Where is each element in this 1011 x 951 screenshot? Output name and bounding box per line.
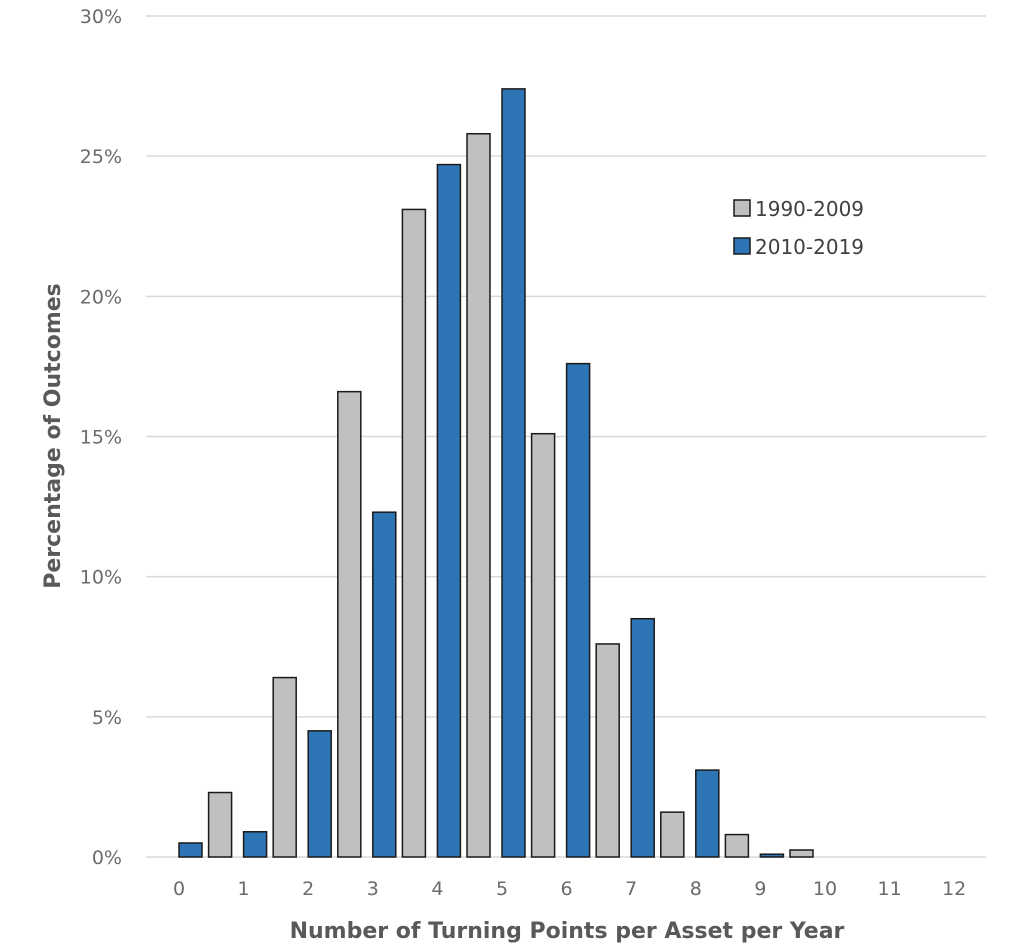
x-tick-label: 9: [754, 878, 766, 900]
bar-1990-2009-1: [207, 791, 233, 858]
x-tick-label: 6: [561, 878, 573, 900]
y-tick-label: 5%: [92, 707, 122, 729]
legend: 1990-2009 2010-2019: [733, 197, 864, 259]
bar-2010-2019-9: [759, 853, 785, 858]
bar-1990-2009-6: [530, 432, 556, 858]
bars: [178, 88, 814, 858]
bar-2010-2019-1: [242, 831, 268, 858]
x-tick-label: 2: [302, 878, 314, 900]
x-tick-label: 0: [173, 878, 185, 900]
bar-1990-2009-10: [789, 849, 814, 858]
bar-1990-2009-2: [272, 676, 297, 858]
y-tick-label: 30%: [80, 6, 122, 28]
bar-2010-2019-4: [436, 163, 462, 858]
bar-2010-2019-0: [178, 842, 203, 858]
y-tick-label: 0%: [92, 847, 122, 869]
bar-2010-2019-7: [630, 617, 655, 858]
x-tick-label: 4: [431, 878, 443, 900]
x-tick-label: 8: [690, 878, 702, 900]
bar-2010-2019-3: [372, 511, 397, 858]
x-tick-label: 3: [367, 878, 379, 900]
bar-2010-2019-6: [565, 362, 591, 858]
y-tick-label: 20%: [80, 286, 122, 308]
y-tick-label: 10%: [80, 567, 122, 589]
bar-2010-2019-5: [501, 88, 526, 858]
y-axis-ticks: 0% 5% 10% 15% 20% 25% 30%: [80, 6, 122, 869]
x-tick-label: 5: [496, 878, 508, 900]
x-axis-label: Number of Turning Points per Asset per Y…: [290, 919, 845, 944]
x-axis-ticks: 0 1 2 3 4 5 6 7 8 9 10 11 12: [173, 878, 966, 900]
bar-1990-2009-4: [401, 208, 427, 858]
bar-2010-2019-2: [307, 730, 332, 858]
x-tick-label: 7: [625, 878, 637, 900]
legend-label: 2010-2019: [755, 235, 864, 259]
bar-1990-2009-7: [595, 643, 620, 858]
bar-1990-2009-8: [660, 811, 685, 858]
bar-1990-2009-3: [337, 390, 362, 858]
bar-1990-2009-5: [466, 132, 491, 858]
bar-2010-2019-8: [695, 769, 720, 858]
legend-label: 1990-2009: [755, 197, 864, 221]
x-tick-label: 1: [238, 878, 250, 900]
x-tick-label: 10: [813, 878, 837, 900]
x-tick-label: 12: [942, 878, 966, 900]
y-tick-label: 15%: [80, 427, 122, 449]
y-tick-label: 25%: [80, 146, 122, 168]
legend-swatch: [733, 199, 751, 217]
y-axis-label: Percentage of Outcomes: [41, 283, 66, 589]
legend-swatch: [733, 237, 751, 255]
x-tick-label: 11: [878, 878, 902, 900]
bar-1990-2009-9: [724, 833, 750, 858]
